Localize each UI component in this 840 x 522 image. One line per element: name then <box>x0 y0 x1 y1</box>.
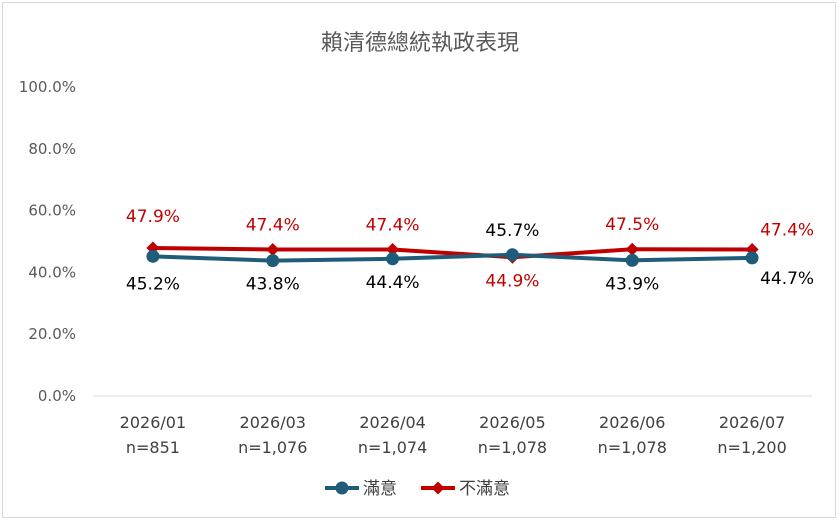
data-point <box>505 248 519 262</box>
x-tick-sample-size: n=1,076 <box>238 438 307 457</box>
x-tick-sample-size: n=851 <box>126 438 180 457</box>
data-labels: 45.2% 47.9% 43.8% 47.4% 44.4% 47.4% 45.7% 44.9%… <box>126 207 814 295</box>
x-tick-label: 2026/01 <box>120 413 186 432</box>
data-label: 44.4% <box>366 273 420 293</box>
x-tick-sample-size: n=1,078 <box>478 438 547 457</box>
data-label: 44.7% <box>760 269 814 289</box>
data-label: 45.7% <box>485 221 539 241</box>
data-label: 47.9% <box>126 207 180 227</box>
x-axis: 2026/01 n=851 2026/03 n=1,076 2026/04 n=1,074… <box>120 413 787 457</box>
legend: 滿意 不滿意 <box>325 479 510 499</box>
y-tick-label: 60.0% <box>28 202 76 220</box>
legend-label: 不滿意 <box>459 479 510 499</box>
series-line <box>152 252 753 263</box>
x-tick-label: 2026/04 <box>359 413 425 432</box>
data-point <box>625 242 639 256</box>
y-tick-label: 100.0% <box>19 78 76 96</box>
data-point <box>386 243 400 257</box>
y-tick-label: 20.0% <box>28 325 76 343</box>
data-point <box>266 254 280 268</box>
data-point <box>625 253 639 267</box>
data-label: 47.4% <box>366 216 420 236</box>
data-point <box>745 251 759 265</box>
chart-title: 賴清德總統執政表現 <box>321 31 519 56</box>
data-point <box>266 243 280 257</box>
x-tick-sample-size: n=1,074 <box>358 438 427 457</box>
legend-label: 滿意 <box>363 479 397 499</box>
legend-marker <box>335 481 349 495</box>
data-point <box>386 252 400 266</box>
data-label: 47.4% <box>760 221 814 241</box>
x-tick-sample-size: n=1,200 <box>717 438 786 457</box>
y-tick-label: 40.0% <box>28 263 76 281</box>
data-label: 47.4% <box>246 216 300 236</box>
x-tick-sample-size: n=1,078 <box>598 438 667 457</box>
series-layer <box>146 241 759 268</box>
data-label: 47.5% <box>605 215 659 235</box>
x-tick-label: 2026/05 <box>479 413 545 432</box>
data-label: 45.2% <box>126 274 180 294</box>
data-label: 43.8% <box>246 275 300 295</box>
data-label: 44.9% <box>485 271 539 291</box>
y-tick-label: 0.0% <box>38 387 76 405</box>
x-tick-label: 2026/07 <box>719 413 785 432</box>
x-tick-label: 2026/03 <box>240 413 306 432</box>
y-tick-label: 80.0% <box>28 140 76 158</box>
data-label: 43.9% <box>605 274 659 294</box>
x-tick-label: 2026/06 <box>599 413 665 432</box>
legend-marker <box>431 481 445 495</box>
series-line <box>152 245 753 260</box>
y-axis: 0.0% 20.0% 40.0% 60.0% 80.0% 100.0% <box>19 78 76 405</box>
data-point <box>146 249 160 263</box>
